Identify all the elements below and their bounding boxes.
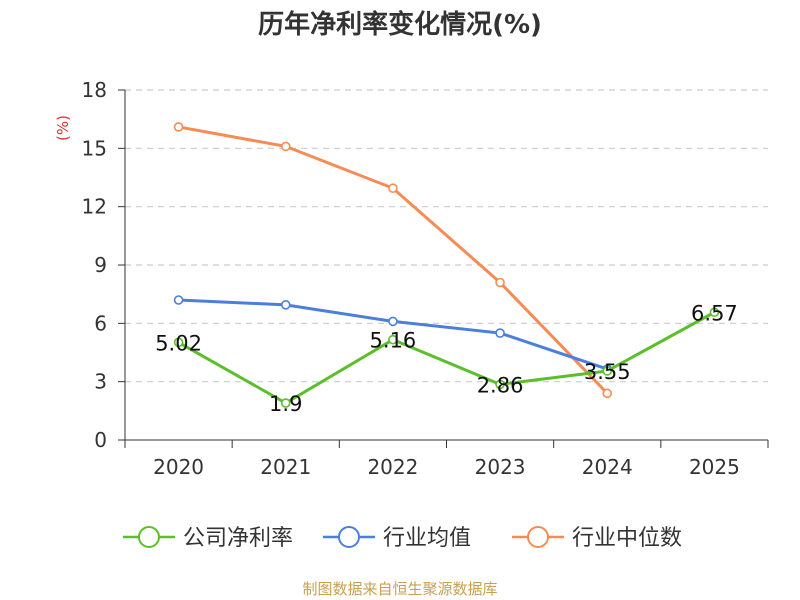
data-label: 3.55: [584, 360, 631, 384]
legend-label: 公司净利率: [183, 526, 293, 551]
data-label: 5.02: [155, 331, 202, 355]
data-point: [173, 122, 184, 132]
legend-marker: [527, 526, 549, 548]
y-tick-label: 9: [94, 253, 107, 277]
y-tick-label: 3: [94, 370, 107, 394]
data-point: [280, 398, 291, 408]
y-axis-unit-label: (%): [54, 115, 72, 141]
data-point: [388, 316, 398, 327]
series-lines: [173, 122, 720, 408]
data-point: [173, 337, 184, 348]
data-label: 2.86: [477, 373, 524, 397]
axes: 0 3 6 9 12 15 18 (%) 2020 2021 2022 2023 2024 2025: [54, 78, 769, 479]
legend-item: 行业中位数: [512, 526, 682, 551]
legend-marker: [138, 526, 160, 548]
x-tick-label: 2025: [689, 455, 740, 479]
data-point: [495, 379, 505, 390]
legend: 公司净利率 行业均值 行业中位数: [123, 526, 682, 551]
data-point: [280, 141, 291, 152]
data-point: [388, 334, 398, 345]
y-tick-label: 6: [94, 311, 107, 335]
grid-lines: [125, 89, 768, 383]
data-label: 6.57: [691, 301, 738, 325]
data-point: [173, 295, 184, 305]
data-point: [709, 307, 720, 318]
legend-item: 行业均值: [323, 526, 471, 551]
data-point: [602, 366, 613, 376]
y-tick-label: 18: [82, 78, 107, 102]
data-point: [388, 183, 398, 193]
x-tick-label: 2021: [260, 455, 311, 479]
series-line: [177, 310, 716, 405]
x-tick-label: 2024: [582, 455, 633, 479]
x-tick-label: 2022: [367, 455, 418, 479]
legend-item: 公司净利率: [123, 526, 293, 551]
data-label: 5.16: [370, 329, 417, 353]
chart-title: 历年净利率变化情况(%): [258, 10, 542, 40]
legend-label: 行业中位数: [572, 526, 682, 551]
data-point: [602, 388, 613, 399]
x-tick-label: 2023: [475, 455, 526, 479]
y-tick-label: 15: [82, 136, 107, 160]
data-point: [495, 328, 505, 338]
legend-marker: [338, 526, 360, 548]
data-point: [495, 277, 505, 288]
legend-label: 行业均值: [383, 526, 471, 551]
data-label: 1.9: [269, 392, 302, 416]
y-tick-label: 12: [82, 195, 107, 219]
series-line: [178, 125, 609, 395]
data-labels: 5.02 1.9 5.16 2.86 3.55 6.57: [155, 301, 738, 416]
y-tick-label: 0: [94, 428, 107, 452]
data-point: [280, 300, 291, 310]
x-tick-label: 2020: [153, 455, 204, 479]
source-note: 制图数据来自恒生聚源数据库: [302, 580, 498, 598]
